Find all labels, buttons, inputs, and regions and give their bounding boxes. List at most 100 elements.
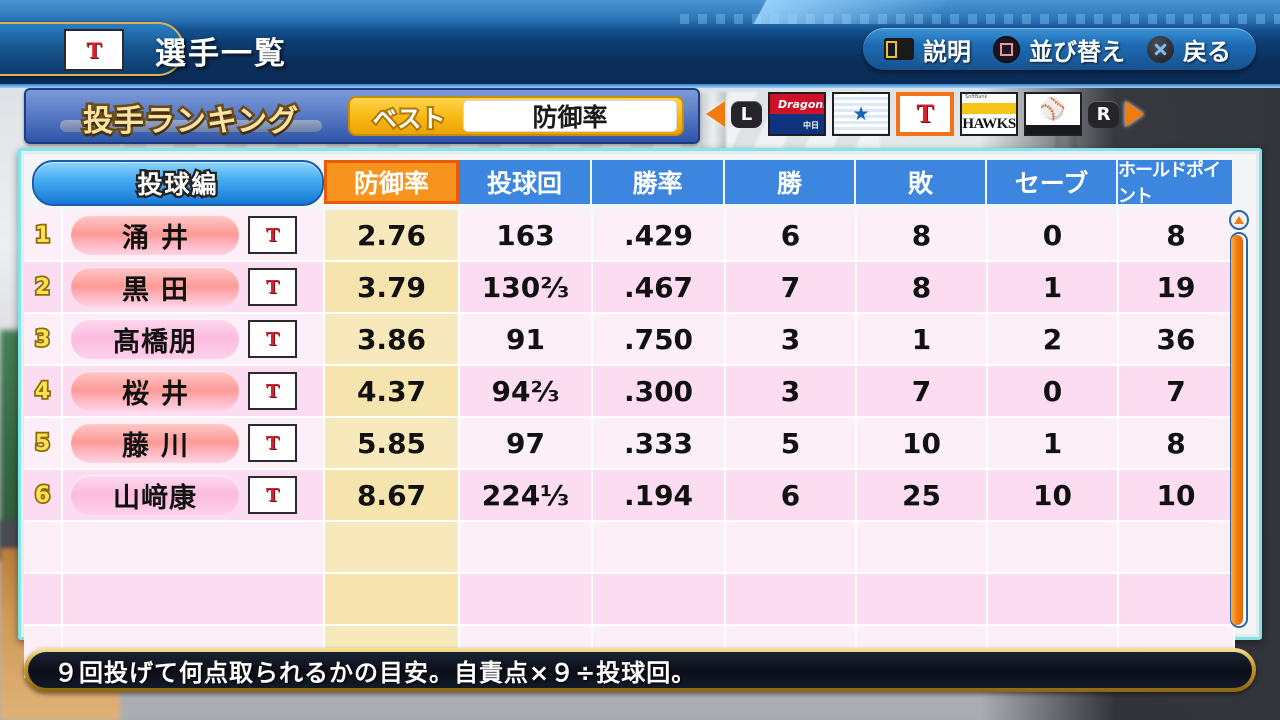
table-row[interactable]: 3 髙橋朋 T 3.86 91 .750 3 1 2 36 bbox=[24, 313, 1235, 366]
cell-wp: .333 bbox=[623, 426, 694, 460]
player-name-cell: 桜井 T bbox=[63, 371, 323, 411]
player-name-cell: 黒田 T bbox=[63, 267, 323, 307]
cell-w: 3 bbox=[780, 322, 801, 356]
cell-era: 4.37 bbox=[356, 374, 427, 408]
rank-number: 1 bbox=[33, 221, 52, 250]
rank-number: 2 bbox=[33, 273, 52, 302]
sort-button-label: 並び替え bbox=[1029, 37, 1125, 66]
column-header-label: 投球回 bbox=[486, 169, 562, 198]
tab-pitching-label: 投球編 bbox=[135, 168, 219, 202]
cell-w: 7 bbox=[780, 270, 801, 304]
hawks-sponsor-text: SoftBank bbox=[962, 94, 1016, 103]
fighters-black-band bbox=[1026, 125, 1080, 134]
team-logo-baystars[interactable]: ★ bbox=[832, 92, 890, 136]
tab-pitching[interactable]: 投球編 bbox=[32, 160, 324, 206]
dragons-wordmark: Dragons bbox=[778, 98, 826, 111]
team-logo-fighters[interactable]: ⚾ bbox=[1024, 92, 1082, 136]
cell-s: 1 bbox=[1042, 426, 1063, 460]
shoulder-r-button[interactable]: R bbox=[1088, 100, 1119, 128]
column-header-w[interactable]: 勝 bbox=[725, 160, 856, 204]
column-header-wp[interactable]: 勝率 bbox=[592, 160, 725, 204]
player-name-chip[interactable]: 藤川 bbox=[71, 423, 239, 463]
arrow-left-icon[interactable] bbox=[706, 101, 725, 127]
player-name: 山﨑康 bbox=[113, 482, 197, 514]
team-logo-hawks[interactable]: SoftBank HAWKS bbox=[960, 92, 1018, 136]
table-row[interactable]: 5 藤川 T 5.85 97 .333 5 10 1 8 bbox=[24, 417, 1235, 470]
fighters-emblem-icon: ⚾ bbox=[1039, 97, 1067, 121]
back-button-label: 戻る bbox=[1183, 37, 1231, 66]
help-button-label: 説明 bbox=[923, 37, 971, 66]
scroll-up-arrow-icon[interactable] bbox=[1229, 210, 1249, 230]
player-name-chip[interactable]: 桜井 bbox=[71, 371, 239, 411]
table-row[interactable]: 4 桜井 T 4.37 94⅔ .300 3 7 0 7 bbox=[24, 365, 1235, 418]
cell-s: 10 bbox=[1033, 478, 1072, 512]
player-name-cell: 髙橋朋 T bbox=[63, 319, 323, 359]
player-name-chip[interactable]: 髙橋朋 bbox=[71, 319, 239, 359]
table-row-empty bbox=[24, 521, 1235, 574]
title-bar-shine bbox=[0, 0, 1280, 30]
title-bar-streak bbox=[753, 0, 947, 24]
ranking-panel: 投球編 防御率 投球回 勝率勝敗セーブ ホールドポイント 1 涌井 T 2.76 1 6 3 .42… bbox=[18, 148, 1262, 678]
shoulder-l-button[interactable]: L bbox=[731, 100, 762, 128]
best-label: ベスト bbox=[371, 103, 447, 135]
player-name: 藤川 bbox=[122, 430, 200, 462]
rank-number: 6 bbox=[33, 481, 52, 510]
column-header-s[interactable]: セーブ bbox=[987, 160, 1118, 204]
table-row[interactable]: 1 涌井 T 2.76 163 .429 6 8 0 8 bbox=[24, 210, 1235, 262]
column-header-hp[interactable]: ホールドポイント bbox=[1118, 160, 1234, 207]
player-name-chip[interactable]: 涌井 bbox=[71, 215, 239, 255]
column-header-label: セーブ bbox=[1014, 169, 1089, 198]
column-header-ip[interactable]: 投球回 bbox=[459, 160, 592, 204]
cell-w: 5 bbox=[780, 426, 801, 460]
cell-era: 2.76 bbox=[356, 218, 427, 252]
stat-selector[interactable]: ベスト 防御率 bbox=[348, 96, 684, 136]
cell-w: 6 bbox=[780, 478, 801, 512]
column-header-l[interactable]: 敗 bbox=[856, 160, 987, 204]
dragons-subtext: 中日 bbox=[803, 121, 819, 130]
cell-l: 7 bbox=[911, 374, 932, 408]
player-name-cell: 山﨑康 T bbox=[63, 475, 323, 515]
help-button[interactable]: 説明 bbox=[873, 28, 982, 70]
cell-wp: .194 bbox=[623, 478, 694, 512]
sort-button[interactable]: 並び替え bbox=[982, 28, 1136, 70]
description-bar-inner: ９回投げて何点取られるかの目安。自責点×９÷投球回。 bbox=[28, 652, 1252, 688]
table-header-row: 投球編 防御率 投球回 勝率 勝 敗 セーブ ホールドポイント bbox=[24, 160, 1234, 207]
cell-era: 3.86 bbox=[356, 322, 427, 356]
team-logo-tigers[interactable]: T bbox=[896, 92, 954, 136]
table-row[interactable]: 2 黒田 T 3.79 130⅔ .467 7 8 1 19 bbox=[24, 261, 1235, 314]
team-logo-letter: T bbox=[86, 37, 102, 63]
scrollbar[interactable] bbox=[1228, 210, 1250, 630]
description-text: ９回投げて何点取られるかの目安。自責点×９÷投球回。 bbox=[54, 658, 697, 687]
player-name-chip[interactable]: 山﨑康 bbox=[71, 475, 239, 515]
cell-s: 2 bbox=[1042, 322, 1063, 356]
cell-hp: 8 bbox=[1166, 218, 1186, 252]
ranking-title: 投手ランキング bbox=[46, 96, 336, 142]
ranking-panel-inner: 投球編 防御率 投球回 勝率勝敗セーブ ホールドポイント 1 涌井 T 2.76 1 6 3 .42… bbox=[24, 154, 1256, 678]
cell-w: 3 bbox=[780, 374, 801, 408]
cell-wp: .300 bbox=[623, 374, 694, 408]
player-team-logo-icon: T bbox=[248, 424, 297, 462]
arrow-right-icon[interactable] bbox=[1125, 101, 1144, 127]
tigers-letter-icon: T bbox=[916, 99, 934, 128]
rank-number: 4 bbox=[33, 377, 52, 406]
cell-wp: .429 bbox=[623, 218, 694, 252]
ranking-title-plate bbox=[60, 120, 322, 132]
scrollbar-thumb[interactable] bbox=[1231, 235, 1243, 625]
page-title: 選手一覧 bbox=[155, 36, 287, 72]
back-button[interactable]: 戻る bbox=[1136, 28, 1242, 70]
player-name: 涌井 bbox=[122, 222, 200, 254]
selected-stat-value[interactable]: 防御率 bbox=[463, 100, 677, 132]
player-name-chip[interactable]: 黒田 bbox=[71, 267, 239, 307]
cell-l: 25 bbox=[902, 478, 941, 512]
cell-era: 8.67 bbox=[356, 478, 427, 512]
team-logo-dragons[interactable]: Dragons 中日 bbox=[768, 92, 826, 136]
table-row[interactable]: 6 山﨑康 T 8.67 224⅓ .194 6 25 10 10 bbox=[24, 469, 1235, 522]
cell-l: 8 bbox=[911, 218, 932, 252]
cell-hp: 19 bbox=[1156, 270, 1196, 304]
cross-button-icon bbox=[1147, 35, 1174, 63]
cell-ip: 97 bbox=[506, 426, 545, 460]
cell-ip: 130⅔ bbox=[481, 270, 570, 304]
cell-wp: .467 bbox=[623, 270, 694, 304]
column-header-era[interactable]: 防御率 bbox=[324, 160, 459, 204]
cell-l: 8 bbox=[911, 270, 932, 304]
